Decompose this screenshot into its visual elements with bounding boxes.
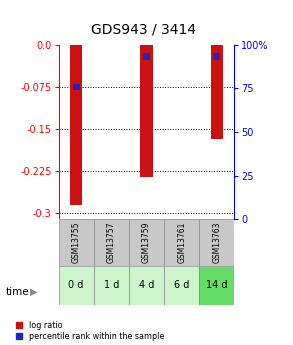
Text: 6 d: 6 d: [174, 280, 189, 290]
Text: 0 d: 0 d: [69, 280, 84, 290]
Legend: log ratio, percentile rank within the sample: log ratio, percentile rank within the sa…: [16, 321, 164, 341]
Text: 1 d: 1 d: [104, 280, 119, 290]
Text: GSM13763: GSM13763: [212, 221, 221, 263]
Text: GSM13761: GSM13761: [177, 222, 186, 263]
Bar: [211, 45, 223, 139]
Bar: [164, 219, 199, 266]
Bar: [94, 219, 129, 266]
Bar: [164, 266, 199, 305]
Text: GDS943 / 3414: GDS943 / 3414: [91, 22, 196, 36]
Bar: [199, 219, 234, 266]
Bar: [73, 83, 80, 90]
Bar: [199, 266, 234, 305]
Bar: [129, 219, 164, 266]
Text: GSM13759: GSM13759: [142, 221, 151, 263]
Bar: [140, 45, 153, 177]
Text: 14 d: 14 d: [206, 280, 228, 290]
Bar: [143, 53, 150, 60]
Bar: [59, 266, 94, 305]
Text: GSM13757: GSM13757: [107, 221, 116, 263]
Text: ▶: ▶: [30, 287, 38, 296]
Bar: [94, 266, 129, 305]
Bar: [59, 219, 94, 266]
Text: time: time: [5, 287, 29, 296]
Text: 4 d: 4 d: [139, 280, 154, 290]
Text: GSM13755: GSM13755: [72, 221, 81, 263]
Bar: [213, 53, 220, 60]
Bar: [70, 45, 82, 205]
Bar: [129, 266, 164, 305]
